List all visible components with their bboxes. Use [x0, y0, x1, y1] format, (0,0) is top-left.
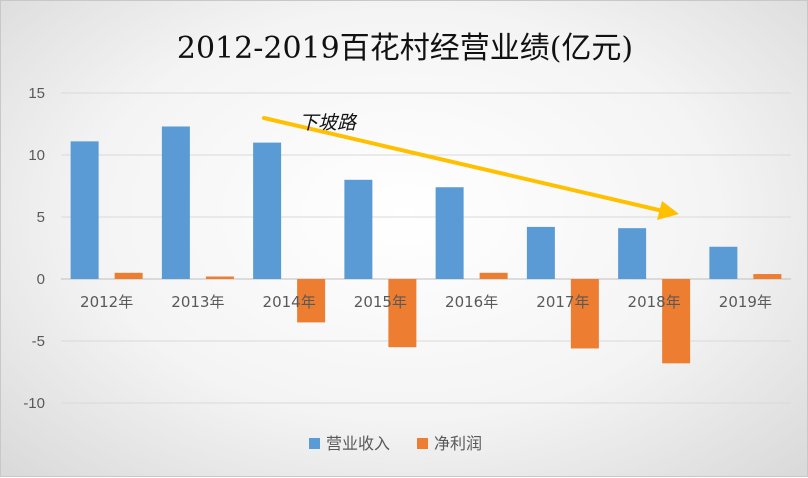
x-tick-label: 2019年	[719, 293, 772, 311]
trend-arrow	[262, 116, 665, 213]
revenue-bar	[526, 226, 555, 279]
trend-arrow-head	[657, 201, 679, 220]
chart-title: 2012-2019百花村经营业绩(亿元)	[177, 31, 633, 66]
revenue-bar	[435, 187, 464, 279]
profit-bar	[297, 279, 326, 323]
x-axis: 2012年 2013年 2014年 2015年 2016年 2017年 2018年 2019年	[80, 293, 772, 311]
legend-label-profit: 净利润	[434, 434, 482, 453]
annotation-label: 下坡路	[299, 112, 358, 134]
profit-bar	[662, 279, 691, 364]
profit-bar	[205, 276, 234, 279]
y-tick-label: 5	[37, 209, 45, 226]
revenue-bar	[161, 126, 190, 279]
profit-bar	[388, 279, 417, 348]
y-tick-label: 0	[37, 271, 45, 288]
x-tick-label: 2016年	[445, 293, 498, 311]
y-tick-label: -10	[23, 395, 45, 412]
revenue-bar	[70, 141, 99, 279]
profit-bar	[114, 272, 143, 279]
revenue-bar	[709, 246, 738, 279]
legend-swatch-profit	[417, 438, 428, 449]
annotation: 下坡路	[262, 112, 679, 220]
profit-bar	[753, 274, 782, 279]
revenue-bar	[344, 179, 373, 279]
y-axis: 15 10 5 0 -5 -10	[23, 85, 45, 412]
revenue-bar	[253, 142, 282, 279]
y-tick-label: -5	[32, 333, 45, 350]
x-tick-label: 2015年	[354, 293, 407, 311]
revenue-bar	[618, 228, 647, 279]
profit-bar	[570, 279, 599, 349]
legend: 营业收入 净利润	[309, 434, 482, 453]
bars	[70, 126, 782, 364]
profit-bar	[479, 272, 508, 279]
y-tick-label: 10	[28, 147, 45, 164]
x-tick-label: 2012年	[80, 293, 133, 311]
x-tick-label: 2017年	[536, 293, 589, 311]
legend-label-revenue: 营业收入	[326, 434, 390, 453]
y-tick-label: 15	[28, 85, 45, 102]
x-tick-label: 2014年	[263, 293, 316, 311]
legend-swatch-revenue	[309, 438, 320, 449]
x-tick-label: 2013年	[171, 293, 224, 311]
x-tick-label: 2018年	[628, 293, 681, 311]
